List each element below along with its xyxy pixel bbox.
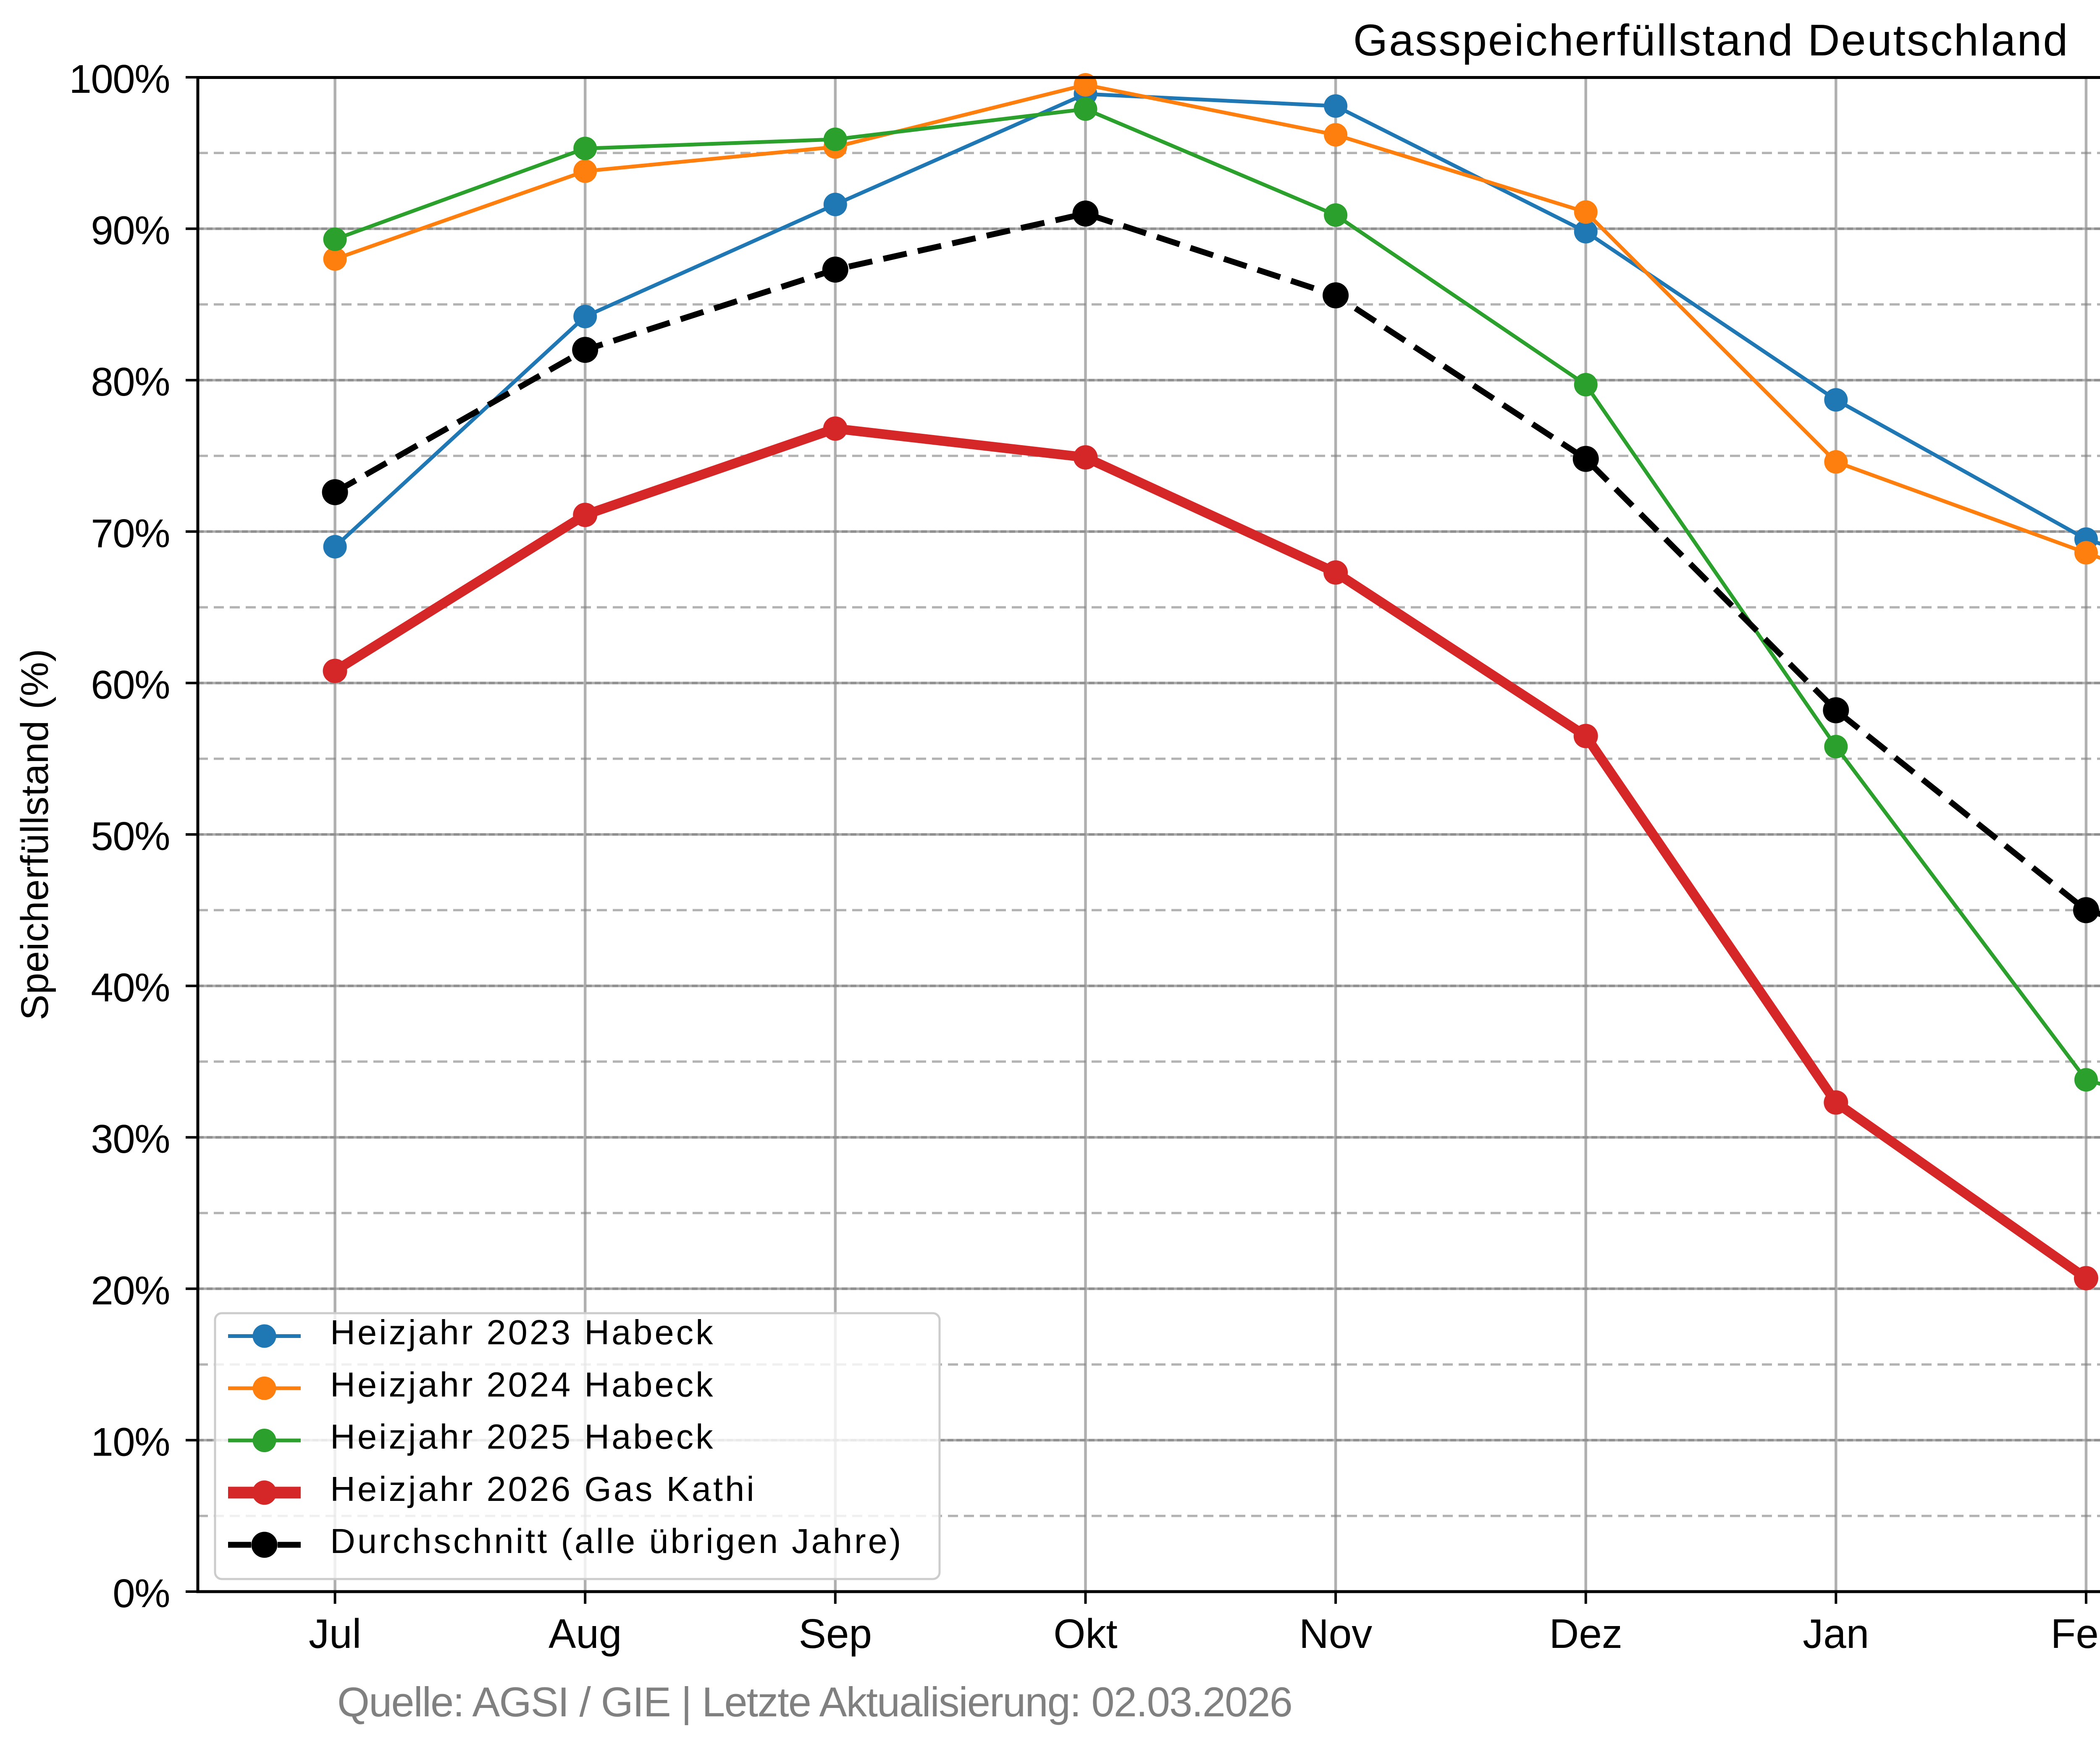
svg-text:Sep: Sep (799, 1611, 872, 1657)
svg-text:80%: 80% (91, 359, 170, 404)
svg-text:Speicherfüllstand (%): Speicherfüllstand (%) (13, 649, 56, 1020)
svg-text:Durchschnitt (alle übrigen Jah: Durchschnitt (alle übrigen Jahre) (330, 1521, 903, 1561)
svg-text:Feb: Feb (2050, 1611, 2100, 1657)
svg-text:Dez: Dez (1549, 1611, 1622, 1657)
svg-text:10%: 10% (91, 1419, 170, 1464)
svg-text:Jul: Jul (309, 1611, 361, 1657)
svg-text:40%: 40% (91, 965, 170, 1010)
svg-text:60%: 60% (91, 662, 170, 707)
svg-text:Jan: Jan (1803, 1611, 1869, 1657)
svg-text:Okt: Okt (1053, 1611, 1117, 1657)
svg-text:Heizjahr 2026 Gas Kathi: Heizjahr 2026 Gas Kathi (330, 1469, 756, 1508)
svg-text:20%: 20% (91, 1268, 170, 1313)
svg-text:Heizjahr 2023 Habeck: Heizjahr 2023 Habeck (330, 1313, 715, 1352)
svg-text:100%: 100% (69, 57, 170, 102)
svg-text:50%: 50% (91, 814, 170, 859)
svg-text:30%: 30% (91, 1117, 170, 1162)
svg-text:0%: 0% (113, 1571, 170, 1616)
svg-text:Heizjahr 2025 Habeck: Heizjahr 2025 Habeck (330, 1417, 715, 1456)
svg-text:Nov: Nov (1299, 1611, 1372, 1657)
svg-text:Quelle: AGSI / GIE | Letzte Ak: Quelle: AGSI / GIE | Letzte Aktualisieru… (337, 1679, 1292, 1725)
svg-text:Aug: Aug (549, 1611, 622, 1657)
svg-text:Heizjahr 2024 Habeck: Heizjahr 2024 Habeck (330, 1365, 715, 1404)
svg-text:70%: 70% (91, 511, 170, 556)
svg-text:Gasspeicherfüllstand Deutschla: Gasspeicherfüllstand Deutschland (1353, 16, 2069, 65)
svg-text:90%: 90% (91, 208, 170, 253)
